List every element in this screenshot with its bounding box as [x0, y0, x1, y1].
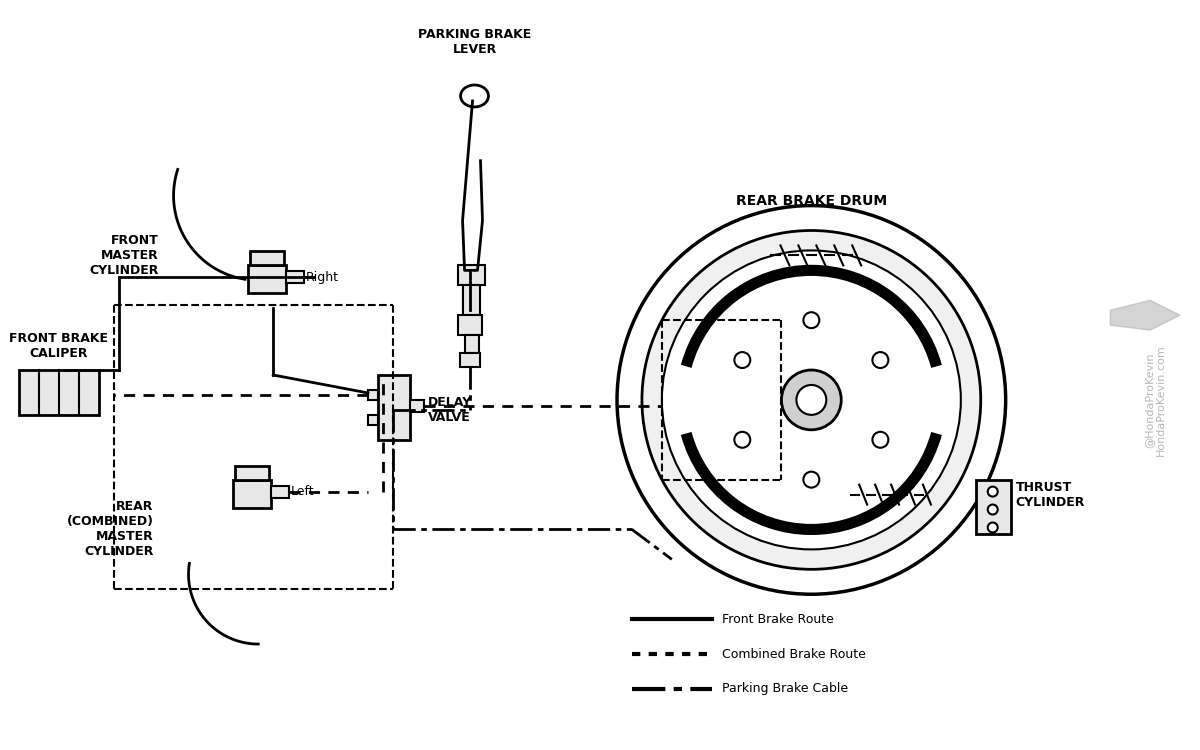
Bar [271, 485, 289, 497]
Circle shape [872, 352, 888, 368]
Bar [235, 466, 269, 480]
Polygon shape [1110, 300, 1180, 330]
Text: REAR BRAKE DRUM: REAR BRAKE DRUM [736, 194, 887, 208]
Text: THRUST
CYLINDER: THRUST CYLINDER [1015, 481, 1085, 508]
Bar [368, 390, 378, 400]
Ellipse shape [461, 85, 488, 107]
Bar [464, 335, 479, 353]
Bar [19, 370, 98, 415]
Circle shape [734, 352, 750, 368]
Circle shape [781, 370, 841, 430]
Bar [460, 353, 480, 367]
Bar [251, 251, 284, 266]
Text: @HondaProKevin
HondaProKevin.com: @HondaProKevin HondaProKevin.com [1145, 344, 1166, 456]
Circle shape [617, 206, 1006, 594]
Text: Front Brake Route: Front Brake Route [721, 613, 834, 626]
Circle shape [988, 523, 997, 532]
Circle shape [988, 487, 997, 496]
Text: Left: Left [292, 485, 314, 498]
Bar [368, 415, 378, 424]
Circle shape [803, 472, 820, 488]
Text: REAR
(COMBINED)
MASTER
CYLINDER: REAR (COMBINED) MASTER CYLINDER [67, 500, 154, 559]
Bar [286, 272, 304, 284]
Text: Parking Brake Cable: Parking Brake Cable [721, 682, 847, 695]
Circle shape [734, 432, 750, 448]
Bar [248, 266, 286, 293]
Text: FRONT
MASTER
CYLINDER: FRONT MASTER CYLINDER [89, 234, 158, 277]
Circle shape [803, 312, 820, 328]
Text: FRONT BRAKE
CALIPER: FRONT BRAKE CALIPER [10, 332, 108, 360]
Bar [378, 375, 409, 440]
Circle shape [872, 432, 888, 448]
Bar [462, 285, 480, 315]
Text: Right: Right [306, 271, 340, 284]
Text: Combined Brake Route: Combined Brake Route [721, 647, 865, 661]
Circle shape [797, 385, 827, 415]
Bar [976, 480, 1010, 535]
Bar [457, 315, 482, 335]
Bar [409, 400, 424, 412]
Circle shape [642, 230, 980, 569]
Bar [233, 480, 271, 508]
Circle shape [662, 251, 961, 550]
Text: PARKING BRAKE
LEVER: PARKING BRAKE LEVER [418, 28, 532, 56]
Bar [457, 266, 486, 285]
Text: DELAY
VALVE: DELAY VALVE [427, 396, 472, 424]
Circle shape [988, 505, 997, 515]
